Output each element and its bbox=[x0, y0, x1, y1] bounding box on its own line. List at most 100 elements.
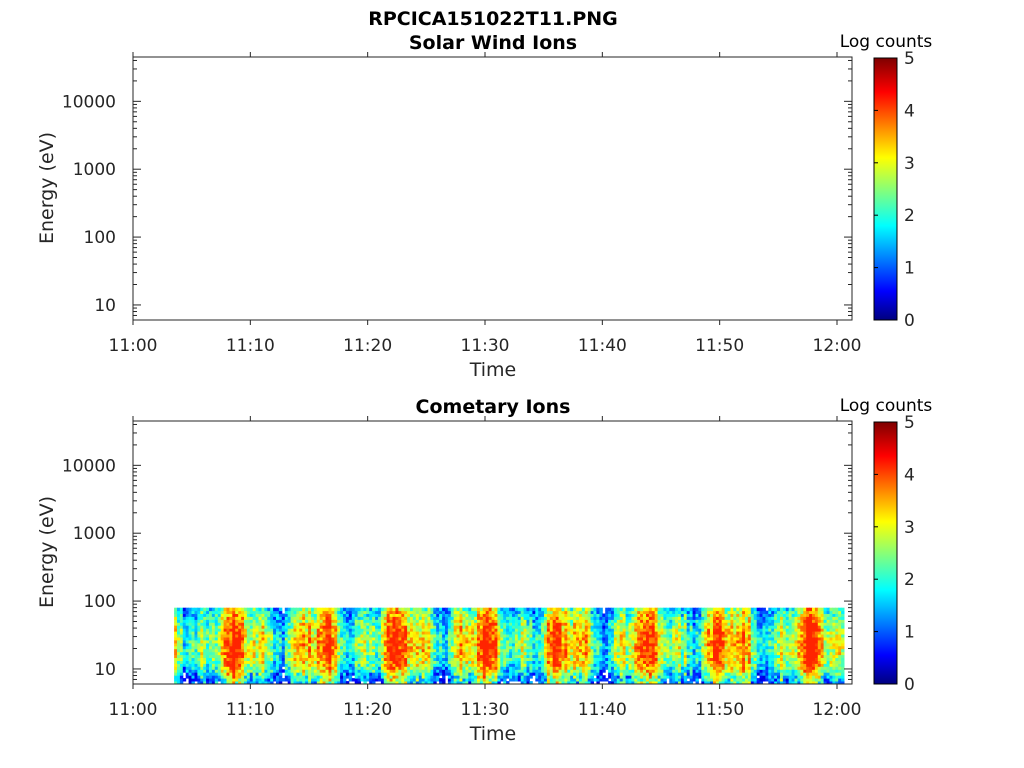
spectrogram-cell bbox=[299, 610, 303, 614]
spectrogram-cell bbox=[622, 607, 627, 612]
spectrogram-cell bbox=[724, 660, 728, 664]
spectrogram-cell bbox=[267, 648, 271, 653]
spectrogram-cell bbox=[290, 637, 294, 641]
spectrogram-cell bbox=[433, 654, 437, 658]
spectrogram-cell bbox=[418, 619, 423, 623]
spectrogram-cell bbox=[404, 657, 408, 661]
spectrogram-cell bbox=[334, 613, 338, 617]
spectrogram-cell bbox=[564, 631, 568, 635]
spectrogram-cell bbox=[401, 619, 405, 623]
spectrogram-cell bbox=[485, 663, 490, 667]
spectrogram-cell bbox=[584, 622, 589, 626]
spectrogram-cell bbox=[281, 631, 286, 635]
spectrogram-cell bbox=[663, 607, 667, 612]
spectrogram-cell bbox=[535, 642, 539, 647]
spectrogram-cell bbox=[418, 616, 423, 620]
spectrogram-cell bbox=[517, 654, 522, 658]
spectrogram-cell bbox=[203, 628, 207, 632]
spectrogram-cell bbox=[412, 634, 417, 638]
spectrogram-cell bbox=[558, 648, 562, 653]
spectrogram-cell bbox=[479, 616, 484, 620]
spectrogram-cell bbox=[255, 675, 259, 679]
spectrogram-cell bbox=[613, 657, 618, 661]
spectrogram-cell bbox=[238, 663, 242, 667]
spectrogram-cell bbox=[488, 657, 493, 661]
spectrogram-cell bbox=[549, 657, 554, 661]
spectrogram-cell bbox=[494, 628, 498, 632]
spectrogram-cell bbox=[299, 657, 303, 661]
spectrogram-cell bbox=[532, 628, 536, 632]
spectrogram-cell bbox=[479, 675, 484, 679]
spectrogram-cell bbox=[707, 657, 711, 661]
spectrogram-cell bbox=[500, 651, 504, 656]
spectrogram-cell bbox=[401, 681, 405, 684]
spectrogram-cell bbox=[331, 634, 335, 638]
spectrogram-cell bbox=[646, 669, 650, 673]
spectrogram-cell bbox=[541, 616, 545, 620]
spectrogram-cell bbox=[357, 607, 361, 612]
spectrogram-cell bbox=[369, 660, 373, 664]
spectrogram-cell bbox=[264, 681, 268, 684]
spectrogram-cell bbox=[509, 672, 513, 676]
spectrogram-cell bbox=[628, 672, 632, 676]
spectrogram-cell bbox=[278, 657, 283, 661]
spectrogram-cell bbox=[558, 669, 562, 673]
spectrogram-cell bbox=[313, 657, 318, 661]
spectrogram-cell bbox=[622, 640, 627, 644]
spectrogram-cell bbox=[211, 610, 216, 614]
spectrogram-cell bbox=[584, 613, 589, 617]
spectrogram-cell bbox=[459, 669, 463, 673]
spectrogram-cell bbox=[220, 625, 225, 629]
spectrogram-cell bbox=[529, 631, 533, 635]
spectrogram-cell bbox=[337, 663, 341, 667]
spectrogram-cell bbox=[404, 640, 408, 644]
spectrogram-cell bbox=[672, 663, 676, 667]
spectrogram-cell bbox=[378, 622, 382, 626]
spectrogram-cell bbox=[354, 645, 359, 650]
spectrogram-cell bbox=[634, 613, 638, 617]
spectrogram-cell bbox=[235, 669, 239, 673]
spectrogram-cell bbox=[436, 610, 440, 614]
spectrogram-cell bbox=[206, 625, 210, 629]
spectrogram-cell bbox=[244, 666, 248, 670]
spectrogram-cell bbox=[299, 675, 303, 679]
spectrogram-cell bbox=[613, 637, 618, 641]
spectrogram-cell bbox=[182, 651, 187, 656]
spectrogram-cell bbox=[611, 681, 615, 684]
spectrogram-cell bbox=[363, 613, 367, 617]
spectrogram-cell bbox=[436, 678, 440, 682]
spectrogram-cell bbox=[587, 669, 592, 673]
spectrogram-cell bbox=[459, 637, 463, 641]
spectrogram-cell bbox=[555, 640, 560, 644]
spectrogram-cell bbox=[459, 663, 463, 667]
spectrogram-cell bbox=[313, 634, 318, 638]
spectrogram-cell bbox=[497, 637, 501, 641]
spectrogram-cell bbox=[611, 666, 615, 670]
spectrogram-cell bbox=[322, 648, 326, 653]
spectrogram-cell bbox=[232, 642, 236, 647]
spectrogram-cell bbox=[549, 681, 554, 684]
spectrogram-cell bbox=[546, 645, 551, 650]
spectrogram-cell bbox=[313, 640, 318, 644]
spectrogram-cell bbox=[622, 651, 627, 656]
spectrogram-cell bbox=[692, 625, 696, 629]
spectrogram-cell bbox=[351, 625, 356, 629]
spectrogram-cell bbox=[724, 628, 728, 632]
spectrogram-cell bbox=[445, 631, 449, 635]
spectrogram-cell bbox=[302, 666, 306, 670]
spectrogram-cell bbox=[718, 613, 723, 617]
spectrogram-cell bbox=[404, 651, 408, 656]
spectrogram-cell bbox=[628, 619, 632, 623]
spectrogram-cell bbox=[322, 681, 326, 684]
spectrogram-cell bbox=[177, 645, 181, 650]
spectrogram-cell bbox=[235, 634, 239, 638]
spectrogram-cell bbox=[576, 613, 580, 617]
spectrogram-cell bbox=[646, 613, 650, 617]
spectrogram-cell bbox=[264, 642, 268, 647]
spectrogram-cell bbox=[654, 651, 659, 656]
spectrogram-cell bbox=[713, 669, 717, 673]
spectrogram-cell bbox=[713, 663, 717, 667]
spectrogram-cell bbox=[462, 619, 466, 623]
spectrogram-cell bbox=[241, 634, 245, 638]
spectrogram-cell bbox=[713, 637, 717, 641]
